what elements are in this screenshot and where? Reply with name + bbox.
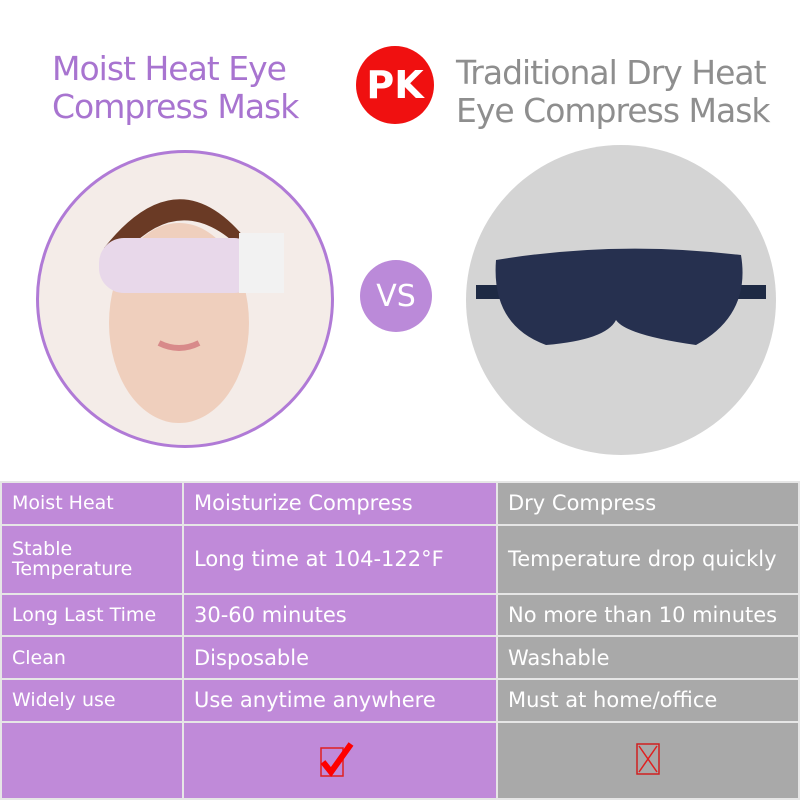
dry-mask-title: Traditional Dry Heat Eye Compress Mask bbox=[456, 53, 771, 130]
verdict-row bbox=[0, 720, 800, 800]
table-cell: Moisturize Compress bbox=[182, 481, 498, 526]
table-cell: Widely use bbox=[0, 678, 184, 723]
moist-mask-title: Moist Heat Eye Compress Mask bbox=[52, 49, 299, 126]
pk-badge: PK bbox=[356, 46, 434, 124]
table-cell: Stable Temperature bbox=[0, 523, 184, 595]
table-cell: No more than 10 minutes bbox=[496, 592, 800, 638]
table-cell bbox=[0, 720, 184, 800]
table-cell: Use anytime anywhere bbox=[182, 678, 498, 723]
table-cell: Must at home/office bbox=[496, 678, 800, 723]
dry-mask-photo bbox=[466, 145, 776, 455]
vs-badge: VS bbox=[360, 260, 432, 332]
woman-wearing-mask-image bbox=[99, 199, 284, 423]
cross-icon bbox=[636, 743, 660, 775]
table-cell bbox=[496, 720, 800, 800]
table-cell: Temperature drop quickly bbox=[496, 523, 800, 595]
check-icon bbox=[320, 742, 354, 777]
table-row: Moist Heat Moisturize Compress Dry Compres… bbox=[0, 481, 800, 526]
title-line: Traditional Dry Heat bbox=[456, 53, 767, 92]
table-cell: Dry Compress bbox=[496, 481, 800, 526]
title-line: Moist Heat Eye bbox=[52, 49, 287, 88]
table-row: Clean Disposable Washable bbox=[0, 635, 800, 681]
table-row: Widely use Use anytime anywhere Must at ho… bbox=[0, 678, 800, 723]
table-cell bbox=[182, 720, 498, 800]
table-cell: Long time at 104-122°F bbox=[182, 523, 498, 595]
table-cell: Disposable bbox=[182, 635, 498, 681]
title-line: Eye Compress Mask bbox=[456, 91, 771, 130]
title-line: Compress Mask bbox=[52, 87, 299, 126]
table-cell: Long Last Time bbox=[0, 592, 184, 638]
table-cell: 30-60 minutes bbox=[182, 592, 498, 638]
table-cell: Washable bbox=[496, 635, 800, 681]
table-row: Stable Temperature Long time at 104-122°F… bbox=[0, 523, 800, 595]
moist-mask-photo bbox=[36, 150, 334, 448]
silk-sleep-mask-image bbox=[476, 248, 766, 345]
table-cell: Clean bbox=[0, 635, 184, 681]
comparison-table: Moist Heat Moisturize Compress Dry Compres… bbox=[0, 481, 800, 800]
table-row: Long Last Time 30-60 minutes No more than … bbox=[0, 592, 800, 638]
table-cell: Moist Heat bbox=[0, 481, 184, 526]
